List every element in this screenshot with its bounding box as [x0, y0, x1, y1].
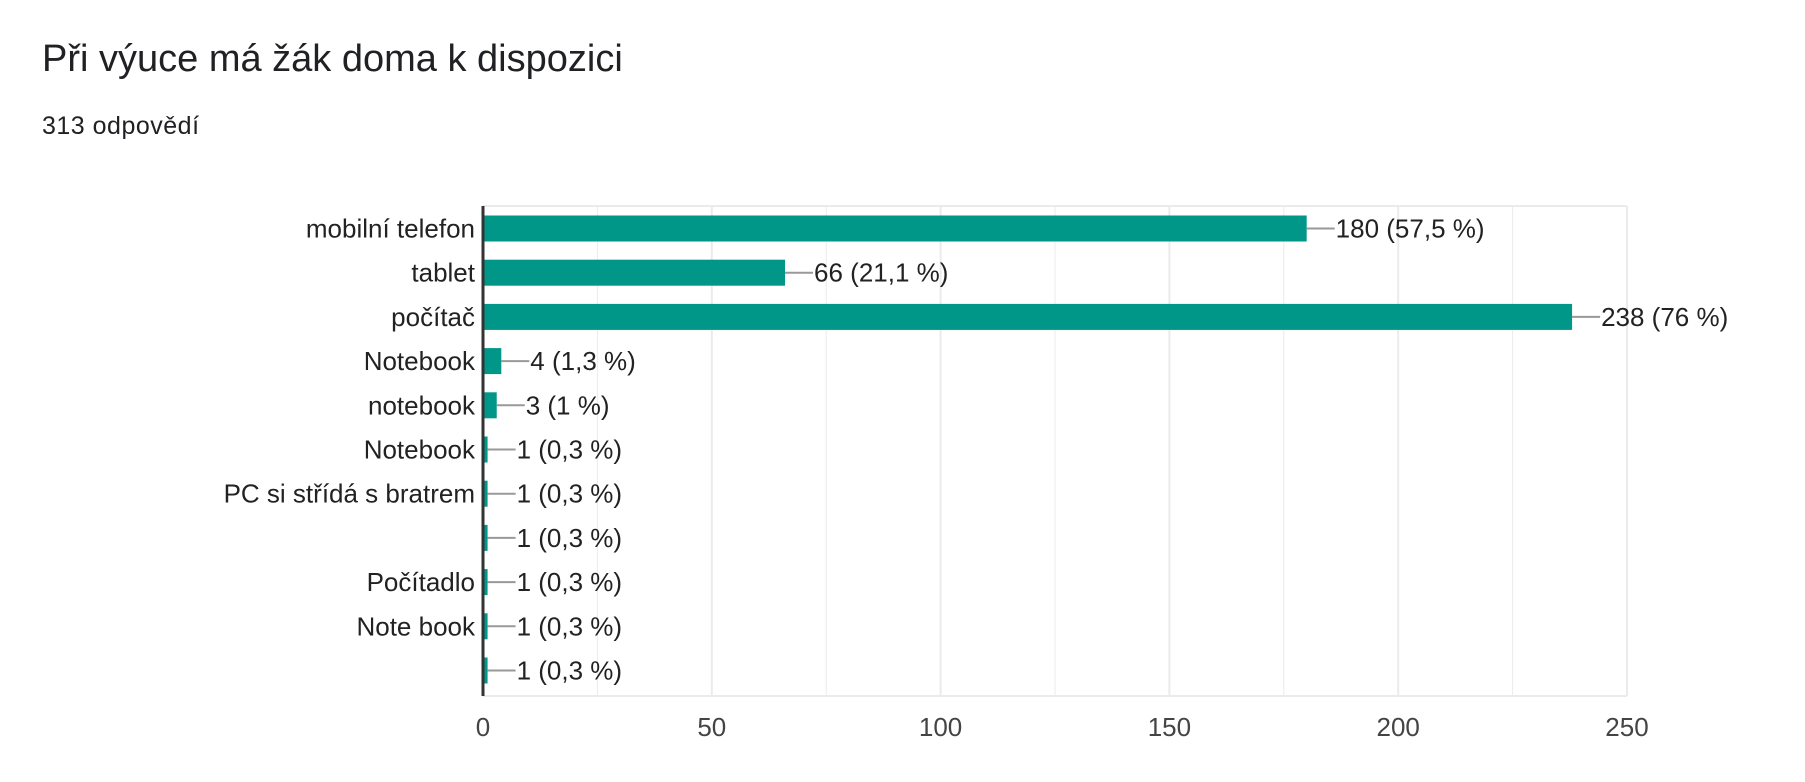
- x-tick-label: 250: [1605, 712, 1648, 742]
- bar: [483, 215, 1307, 242]
- data-label: 1 (0,3 %): [517, 567, 623, 597]
- category-label: notebook: [368, 390, 476, 420]
- category-label: počítač: [391, 302, 475, 332]
- bar: [483, 613, 488, 640]
- data-label: 238 (76 %): [1601, 302, 1728, 332]
- bar: [483, 436, 488, 463]
- x-tick-label: 0: [476, 712, 490, 742]
- bar: [483, 657, 488, 684]
- bar: [483, 524, 488, 551]
- x-tick-label: 50: [697, 712, 726, 742]
- x-tick-label: 150: [1148, 712, 1191, 742]
- category-label: Notebook: [364, 346, 476, 376]
- data-label: 1 (0,3 %): [517, 611, 623, 641]
- data-label: 4 (1,3 %): [530, 346, 636, 376]
- axes: 0 50 100 150 200 250: [476, 206, 1649, 742]
- data-label: 3 (1 %): [526, 390, 610, 420]
- category-label: Počítadlo: [367, 567, 475, 597]
- category-label: tablet: [411, 258, 475, 288]
- bar: [483, 480, 488, 507]
- data-label: 1 (0,3 %): [517, 656, 623, 686]
- data-label: 1 (0,3 %): [517, 523, 623, 553]
- x-tick-label: 100: [919, 712, 962, 742]
- response-count: 313 odpovědí: [42, 112, 200, 140]
- bars: [483, 215, 1573, 684]
- x-tick-label: 200: [1377, 712, 1420, 742]
- chart-title: Při výuce má žák doma k dispozici: [42, 38, 623, 80]
- bar: [483, 348, 502, 375]
- category-label: Notebook: [364, 435, 476, 465]
- bar: [483, 259, 786, 286]
- bar: [483, 392, 497, 419]
- data-label: 1 (0,3 %): [517, 479, 623, 509]
- grid-lines: [483, 205, 1628, 697]
- category-label: Note book: [356, 611, 476, 641]
- data-label: 1 (0,3 %): [517, 435, 623, 465]
- data-label: 66 (21,1 %): [814, 258, 948, 288]
- category-label: PC si střídá s bratrem: [224, 479, 475, 509]
- labels: mobilní telefon 180 (57,5 %) tablet 66 (21,…: [224, 214, 1729, 686]
- category-label: mobilní telefon: [306, 214, 475, 244]
- bar: [483, 303, 1573, 330]
- data-label: 180 (57,5 %): [1336, 214, 1485, 244]
- bar: [483, 569, 488, 596]
